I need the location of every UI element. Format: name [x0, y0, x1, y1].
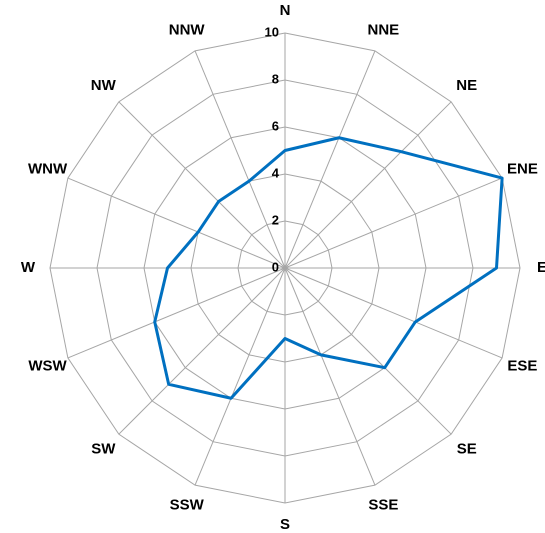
direction-label: SSE [368, 496, 398, 513]
spoke [284, 267, 376, 486]
spoke [194, 50, 286, 269]
r-tick-label: 4 [272, 165, 280, 180]
direction-label: WSW [28, 357, 67, 374]
direction-label: NE [456, 77, 477, 94]
r-tick-label: 6 [272, 118, 279, 133]
data-line [153, 136, 504, 400]
spoke [284, 267, 503, 359]
direction-label: NNW [169, 22, 206, 39]
spoke [118, 267, 286, 435]
spoke [284, 267, 452, 435]
spoke [67, 177, 286, 269]
direction-label: SE [457, 441, 477, 458]
spoke [118, 101, 286, 269]
direction-label: WNW [28, 161, 68, 178]
direction-label: E [537, 259, 545, 276]
direction-label: SSW [170, 496, 205, 513]
direction-label: ENE [507, 161, 538, 178]
spoke [67, 267, 286, 359]
spoke [284, 177, 503, 269]
direction-label: NW [91, 77, 117, 94]
r-tick-label: 2 [272, 212, 279, 227]
r-tick-label: 0 [272, 259, 279, 274]
direction-label: ESE [507, 357, 537, 374]
r-tick-label: 8 [272, 71, 279, 86]
r-tick-label: 10 [265, 24, 279, 39]
direction-label: N [280, 2, 291, 19]
direction-label: W [21, 259, 36, 276]
direction-label: SW [91, 441, 116, 458]
direction-label: NNE [368, 22, 400, 39]
direction-label: S [280, 516, 290, 533]
spoke [194, 267, 286, 486]
spoke [284, 101, 452, 269]
spoke [284, 50, 376, 269]
